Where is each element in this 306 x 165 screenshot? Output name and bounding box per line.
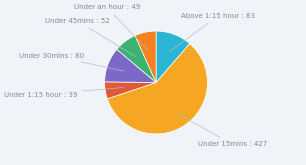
Text: Under 1:15 hour : 39: Under 1:15 hour : 39 [4, 87, 123, 98]
Wedge shape [135, 31, 156, 82]
Text: Under 30mins : 80: Under 30mins : 80 [19, 52, 125, 71]
Wedge shape [107, 44, 207, 134]
Text: Under an hour : 49: Under an hour : 49 [74, 4, 148, 50]
Wedge shape [156, 31, 190, 82]
Text: Above 1:15 hour : 83: Above 1:15 hour : 83 [169, 13, 255, 52]
Text: Under 15mins : 427: Under 15mins : 427 [178, 114, 267, 148]
Wedge shape [105, 49, 156, 82]
Wedge shape [105, 82, 156, 99]
Wedge shape [117, 36, 156, 82]
Text: Under 45mins : 52: Under 45mins : 52 [45, 18, 135, 56]
